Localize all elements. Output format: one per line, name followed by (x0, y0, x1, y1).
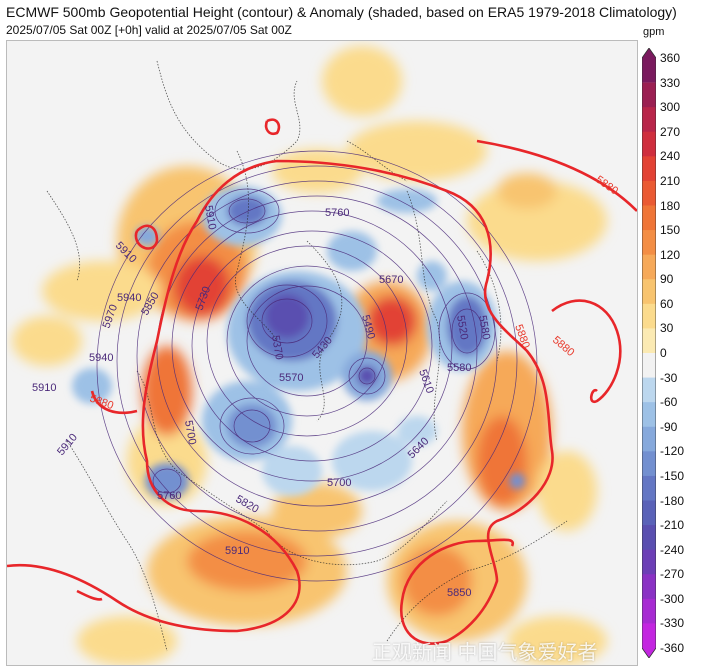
contour-label: 5700 (182, 419, 198, 445)
colorbar-swatch (642, 377, 656, 403)
colorbar-swatch (642, 353, 656, 379)
contour-label: 5850 (447, 587, 471, 599)
contour-label: 5760 (325, 207, 349, 219)
colorbar-swatch (642, 230, 656, 256)
colorbar-tick-label: 0 (660, 346, 667, 360)
colorbar-swatch (642, 303, 656, 329)
chart-title: ECMWF 500mb Geopotential Height (contour… (6, 4, 677, 20)
contour-label: 5910 (202, 204, 218, 230)
colorbar-swatch (642, 500, 656, 526)
polar-map: 5880 5880 5880 5880 5910 5910 5910 5910 … (6, 40, 638, 666)
colorbar-tick-label: 90 (660, 272, 674, 287)
colorbar-tick-label: 330 (660, 75, 681, 90)
contour-label: 5370 (269, 334, 285, 360)
colorbar-swatch (642, 426, 656, 452)
colorbar-tick-label: 180 (660, 198, 681, 213)
contour-label: 5580 (476, 314, 492, 340)
colorbar-swatch (642, 328, 656, 354)
colorbar-tick-label: -300 (660, 591, 685, 606)
contour-label: 5580 (447, 362, 471, 374)
colorbar-swatch (642, 254, 656, 280)
colorbar-swatch (642, 82, 656, 108)
height-contours (96, 150, 538, 582)
colorbar-tick-label: 360 (660, 51, 681, 65)
colorbar-swatch (642, 549, 656, 575)
colorbar-swatch (642, 48, 656, 83)
colorbar-tick-label: -270 (660, 567, 685, 582)
colorbar-tick-label: 120 (660, 247, 681, 262)
map-svg: 5880 5880 5880 5880 5910 5910 5910 5910 … (7, 46, 637, 665)
contour-label: 5910 (225, 545, 249, 557)
colorbar-swatch (642, 574, 656, 600)
watermark: 正观新闻 中国气象爱好者 (372, 642, 598, 664)
colorbar-tick-label: -240 (660, 542, 685, 557)
colorbar (642, 48, 656, 658)
colorbar-tick-label: 270 (660, 124, 681, 139)
colorbar-tick-label: -150 (660, 468, 685, 483)
colorbar-swatch (642, 451, 656, 477)
contour-label: 5570 (279, 372, 303, 384)
colorbar-tick-label: 60 (660, 296, 674, 311)
colorbar-swatch (642, 623, 656, 658)
colorbar-swatch (642, 525, 656, 551)
colorbar-tick-label: -90 (660, 419, 678, 434)
colorbar-tick-label: 240 (660, 149, 681, 164)
colorbar-swatch (642, 402, 656, 428)
colorbar-tick-label: 150 (660, 223, 681, 238)
contour-label: 5820 (234, 493, 261, 516)
colorbar-swatch (642, 205, 656, 231)
contour-label: 5880 (550, 334, 576, 359)
chart-subtitle: 2025/07/05 Sat 00Z [+0h] valid at 2025/0… (6, 23, 292, 37)
colorbar-swatch (642, 598, 656, 624)
contour-label: 5910 (32, 382, 56, 394)
contour-label: 5610 (416, 368, 436, 395)
colorbar-tick-label: -30 (660, 370, 678, 385)
colorbar-tick-label: -330 (660, 616, 685, 631)
positive-anomaly-shading (12, 46, 607, 665)
contour-label: 5940 (89, 352, 113, 364)
contour-5880 (7, 118, 637, 645)
colorbar-tick-label: -180 (660, 493, 685, 508)
colorbar-tick-label: 210 (660, 173, 681, 188)
colorbar-tick-label: -60 (660, 395, 678, 410)
contour-label: 5760 (157, 490, 181, 502)
contour-label: 5910 (55, 431, 80, 457)
colorbar-swatch (642, 156, 656, 182)
colorbar-swatch (642, 279, 656, 305)
colorbar-tick-label: -210 (660, 518, 685, 533)
colorbar-unit: gpm (643, 26, 665, 38)
colorbar-swatch (642, 180, 656, 206)
colorbar-swatch (642, 107, 656, 133)
colorbar-tick-label: -120 (660, 444, 685, 459)
contour-label: 5700 (327, 477, 351, 489)
contour-label: 5940 (117, 292, 141, 304)
contour-label: 5520 (454, 314, 470, 340)
colorbar-swatch (642, 475, 656, 501)
colorbar-tick-label: 300 (660, 100, 681, 115)
colorbar-tick-label: 30 (660, 321, 674, 336)
contour-label: 5670 (379, 274, 403, 286)
colorbar-swatch (642, 131, 656, 157)
colorbar-tick-label: -360 (660, 641, 685, 655)
